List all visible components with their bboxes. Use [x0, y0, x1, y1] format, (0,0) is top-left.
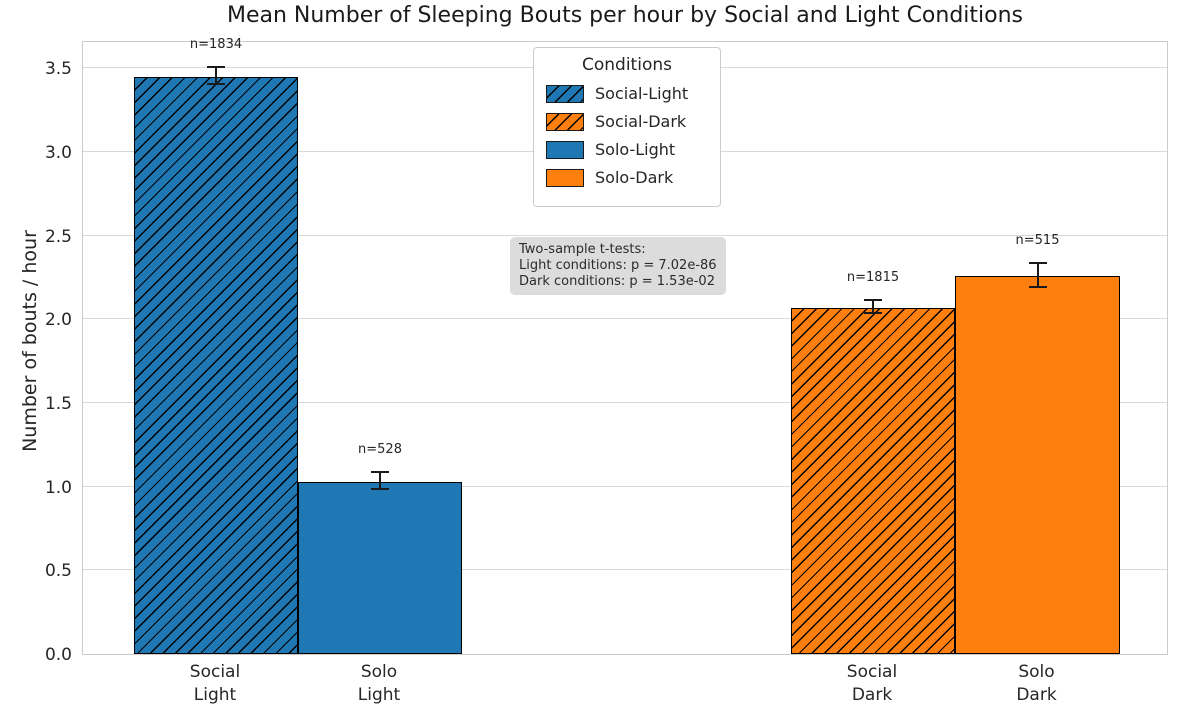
x-tick-label-line: Light [193, 685, 237, 705]
n-count-label: n=528 [358, 442, 402, 458]
y-axis-label: Number of bouts / hour [19, 230, 41, 452]
error-bar [379, 473, 381, 491]
x-tick-label-line: Social [189, 662, 241, 682]
gridline [83, 318, 1167, 320]
error-bar-cap [371, 488, 389, 491]
stats-annotation-line: Dark conditions: p = 1.53e-02 [519, 274, 715, 289]
error-bar [1036, 264, 1039, 288]
error-bar-cap [207, 66, 225, 69]
error-bar-cap [207, 83, 225, 86]
error-bar [215, 68, 217, 86]
legend-swatch-social-light-icon [546, 84, 584, 103]
legend-title: Conditions [582, 55, 672, 75]
bar-solo-light [298, 481, 462, 654]
x-tick-label: Social Light [145, 661, 285, 707]
n-count-label: n=1815 [846, 270, 900, 285]
x-tick-label: Social Dark [802, 661, 942, 707]
legend-entry-label: Solo-Light [595, 140, 676, 159]
x-tick-label-line: Social [846, 662, 898, 682]
error-bar-cap [864, 299, 882, 301]
y-tick-label: 1.5 [44, 394, 72, 415]
error-bar-cap [1028, 285, 1047, 288]
legend-swatch-social-dark-icon [546, 112, 584, 131]
x-tick-label-line: Dark [1016, 685, 1057, 705]
error-bar-cap [864, 312, 882, 315]
bar-solo-dark [955, 275, 1120, 654]
y-tick-label: 1.0 [44, 477, 72, 498]
y-tick-label: 0.5 [44, 561, 72, 582]
y-tick-label: 3.5 [44, 59, 72, 80]
legend-entry: Solo-Dark [546, 168, 708, 187]
error-bar-cap [371, 471, 389, 474]
legend-entry-label: Social-Light [595, 84, 689, 103]
chart-title: Mean Number of Sleeping Bouts per hour b… [226, 3, 1024, 28]
x-tick-label-line: Solo [360, 662, 398, 682]
error-bar [872, 301, 874, 315]
legend-entry: Social-Dark [546, 112, 708, 131]
bar-social-dark [791, 307, 955, 654]
y-tick-label: 2.5 [44, 226, 72, 247]
stats-annotation-line: Light conditions: p = 7.02e-86 [519, 258, 717, 273]
legend-swatch-solo-light-icon [546, 140, 584, 159]
legend-entry: Solo-Light [546, 140, 708, 159]
gridline [83, 234, 1167, 236]
stats-annotation: Two-sample t-tests: Light conditions: p … [510, 237, 726, 295]
n-count-label: n=515 [1015, 233, 1060, 249]
legend-swatch-solo-dark-icon [546, 168, 584, 187]
x-tick-label-line: Solo [1018, 662, 1055, 682]
x-tick-label: Solo Light [309, 661, 449, 707]
x-tick-label-line: Dark [851, 685, 893, 705]
y-tick-label: 2.0 [44, 310, 72, 331]
stats-annotation-line: Two-sample t-tests: [519, 242, 646, 257]
legend-entry-label: Social-Dark [595, 112, 687, 131]
legend: Conditions Social-Light Social-Dark Solo… [533, 47, 721, 207]
gridline [83, 402, 1167, 404]
legend-entry-label: Solo-Dark [595, 168, 674, 187]
bar-social-light [134, 76, 298, 654]
gridline [83, 569, 1167, 571]
x-tick-label-line: Light [357, 685, 401, 705]
legend-entry: Social-Light [546, 84, 708, 103]
n-count-label: n=1834 [189, 37, 243, 53]
error-bar-cap [1028, 262, 1047, 265]
y-tick-label: 3.0 [44, 143, 72, 164]
x-tick-label: Solo Dark [967, 661, 1107, 707]
gridline [83, 485, 1167, 487]
y-tick-label: 0.0 [44, 645, 72, 665]
